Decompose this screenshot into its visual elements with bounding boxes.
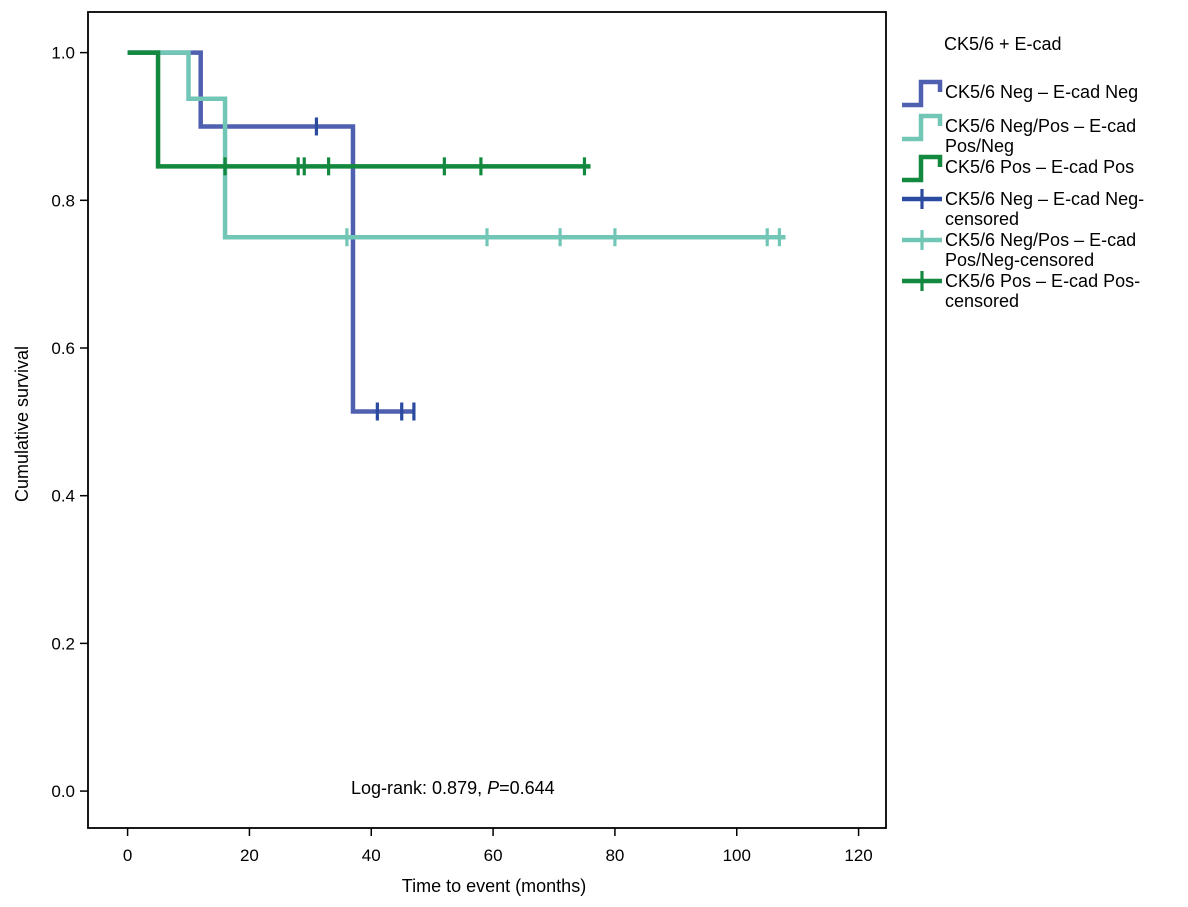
legend-label: Pos/Neg-censored bbox=[945, 250, 1094, 270]
legend-label: CK5/6 Neg – E-cad Neg bbox=[945, 82, 1138, 102]
p-italic: P bbox=[487, 778, 499, 798]
plot-area-frame bbox=[87, 11, 887, 829]
x-axis: 0 20 40 60 80 100 120 bbox=[123, 828, 873, 865]
x-tick-label: 120 bbox=[844, 846, 872, 865]
legend-label: CK5/6 Neg/Pos – E-cad bbox=[945, 116, 1136, 136]
legend-label: CK5/6 Neg – E-cad Neg- bbox=[945, 189, 1144, 209]
y-axis-title: Cumulative survival bbox=[12, 346, 32, 502]
series-layer bbox=[127, 50, 786, 421]
legend-label: CK5/6 Neg/Pos – E-cad bbox=[945, 230, 1136, 250]
x-tick-label: 0 bbox=[123, 846, 132, 865]
y-tick-label: 0.4 bbox=[51, 487, 75, 506]
legend-step-swatch bbox=[902, 79, 943, 108]
log-rank-prefix: Log-rank: 0.879, bbox=[351, 778, 487, 798]
x-tick-label: 60 bbox=[484, 846, 503, 865]
y-tick-label: 1.0 bbox=[51, 44, 75, 63]
log-rank-annotation: Log-rank: 0.879, P=0.644 bbox=[351, 778, 555, 798]
log-rank-suffix: =0.644 bbox=[499, 778, 555, 798]
legend-label: censored bbox=[945, 291, 1019, 311]
legend: CK5/6 + E-cad CK5/6 Neg – E-cad Neg CK5/6… bbox=[902, 34, 1144, 311]
legend-label: CK5/6 Pos – E-cad Pos- bbox=[945, 271, 1140, 291]
legend-title: CK5/6 + E-cad bbox=[944, 34, 1062, 54]
survival-curve-3 bbox=[127, 50, 591, 169]
x-tick-label: 100 bbox=[723, 846, 751, 865]
y-tick-label: 0.6 bbox=[51, 339, 75, 358]
legend-label: censored bbox=[945, 209, 1019, 229]
y-tick-label: 0.8 bbox=[51, 191, 75, 210]
y-tick-label: 0.2 bbox=[51, 634, 75, 653]
y-axis: 0.0 0.2 0.4 0.6 0.8 1.0 bbox=[51, 44, 88, 801]
y-tick-label: 0.0 bbox=[51, 782, 75, 801]
x-axis-title: Time to event (months) bbox=[402, 876, 586, 896]
legend-step-swatch bbox=[902, 154, 943, 183]
x-tick-label: 40 bbox=[362, 846, 381, 865]
survival-curve-2 bbox=[127, 50, 786, 240]
legend-step-swatch bbox=[902, 113, 943, 142]
legend-label: CK5/6 Pos – E-cad Pos bbox=[945, 157, 1134, 177]
legend-label: Pos/Neg bbox=[945, 136, 1014, 156]
x-tick-label: 20 bbox=[240, 846, 259, 865]
survival-curve-1 bbox=[127, 50, 414, 414]
x-tick-label: 80 bbox=[605, 846, 624, 865]
